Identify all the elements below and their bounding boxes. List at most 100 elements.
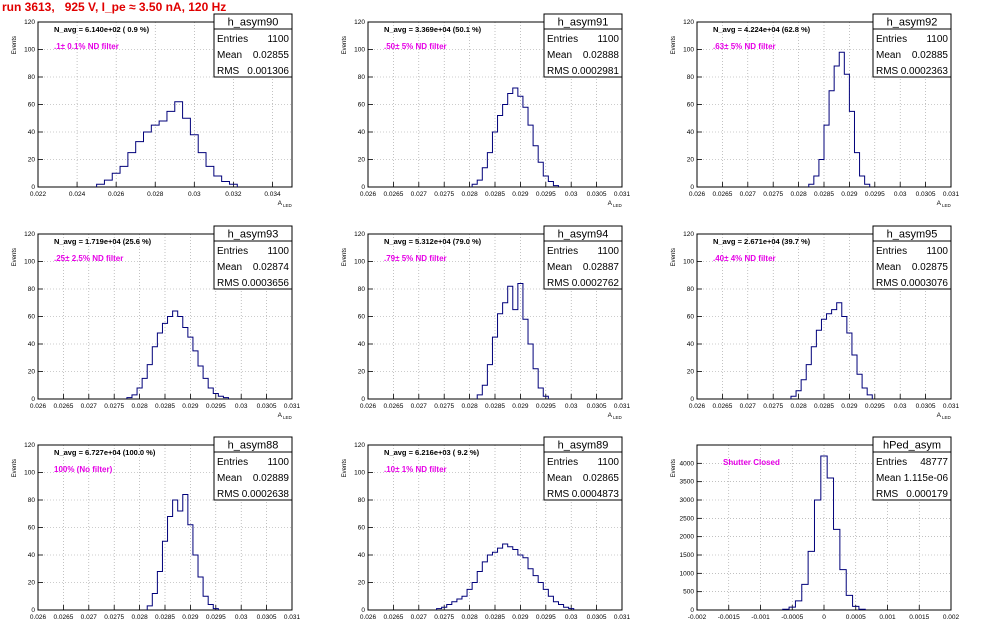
x-tick-label: 0.031	[943, 403, 960, 410]
x-tick-label: 0.028	[790, 403, 807, 410]
histogram-bin	[167, 111, 175, 187]
histogram-name: h_asym92	[887, 17, 938, 29]
y-tick-label: 40	[358, 341, 366, 348]
y-tick-label: 120	[24, 19, 35, 26]
x-tick-label: 0.0305	[916, 191, 936, 198]
y-tick-label: 60	[28, 314, 36, 321]
x-tick-label: 0.027	[740, 191, 757, 198]
histogram-bin	[136, 142, 144, 187]
y-tick-label: 20	[28, 157, 36, 164]
x-tick-label: 0.03	[565, 403, 578, 410]
histogram-bin	[523, 319, 528, 399]
histogram-bin	[829, 91, 834, 187]
histogram-bin	[183, 118, 191, 187]
x-tick-label: 0.0305	[916, 403, 936, 410]
histogram-bin	[808, 551, 814, 610]
x-tick-label: 0.031	[284, 403, 301, 410]
x-tick-label: 0.024	[69, 191, 86, 198]
x-tick-label: 0.031	[284, 614, 301, 621]
y-tick-label: 100	[24, 259, 35, 266]
histogram-bin	[477, 180, 482, 187]
histogram-bin	[801, 380, 806, 399]
y-tick-label: 40	[687, 129, 695, 136]
n-avg-label: N_avg = 2.671e+04 (39.7 %)	[713, 237, 811, 246]
x-tick-label: 0.0305	[257, 614, 277, 621]
x-axis-label: A	[278, 200, 283, 207]
stats-box	[213, 28, 293, 78]
x-tick-label: 0.026	[360, 191, 377, 198]
histogram-bin	[188, 337, 193, 399]
stats-box	[872, 451, 952, 501]
y-tick-label: 1500	[680, 552, 695, 559]
x-tick-label: 0.028	[131, 614, 148, 621]
histogram-bin	[487, 153, 492, 187]
y-tick-label: 2000	[680, 534, 695, 541]
stats-box	[213, 451, 293, 501]
stats-value: 1100	[597, 457, 619, 468]
filter-label: .50± 5% ND filter	[384, 42, 447, 51]
x-tick-label: 0	[822, 614, 826, 621]
x-tick-label: 0.029	[512, 614, 529, 621]
histogram-bin	[183, 495, 188, 611]
y-tick-label: 100	[354, 259, 365, 266]
histogram-bin	[844, 74, 849, 187]
y-axis-label: Events	[342, 248, 348, 266]
stats-label: RMS	[547, 489, 570, 500]
y-tick-label: 0	[31, 396, 35, 403]
stats-label: RMS	[547, 278, 570, 289]
x-tick-label: -0.0015	[718, 614, 740, 621]
histogram-outline	[96, 101, 238, 187]
histogram-bin	[538, 583, 543, 611]
stats-value: 0.0002762	[572, 278, 620, 289]
stats-label: Entries	[547, 246, 578, 257]
n-avg-label: N_avg = 1.719e+04 (25.6 %)	[54, 237, 152, 246]
y-axis-label: Events	[671, 459, 677, 477]
x-tick-label: 0.031	[614, 614, 631, 621]
stats-label: RMS	[876, 489, 899, 500]
stats-value: 1100	[267, 246, 289, 257]
histogram-bin	[498, 116, 503, 188]
histogram-bin	[839, 52, 844, 187]
histogram-bin	[208, 388, 213, 399]
y-tick-label: 100	[683, 47, 694, 54]
stats-label: Entries	[547, 457, 578, 468]
histogram-bin	[457, 599, 462, 610]
histogram-bin	[559, 605, 564, 611]
histogram-bin	[151, 125, 159, 187]
histogram-bin	[553, 602, 558, 610]
x-tick-label: 0.03	[235, 614, 248, 621]
histogram-bin	[854, 153, 859, 187]
stats-label: RMS	[217, 66, 240, 77]
y-tick-label: 20	[358, 369, 366, 376]
y-tick-label: 40	[28, 341, 36, 348]
x-tick-label: 0.0265	[383, 403, 403, 410]
histogram-bin	[852, 355, 857, 399]
y-tick-label: 20	[28, 580, 36, 587]
x-tick-label: 0.0285	[485, 191, 505, 198]
histogram-bin	[837, 303, 842, 399]
y-tick-label: 120	[354, 442, 365, 449]
histogram-bin	[824, 125, 829, 187]
y-tick-label: 60	[358, 314, 366, 321]
stats-label: Mean	[547, 262, 572, 273]
histogram-panel-h_asym90: 0.022 0.024 0.026 0.028 0.03 0.032 0.034 0 20 40 6…	[12, 13, 293, 208]
x-tick-label: 0.032	[225, 191, 242, 198]
x-tick-label: 0.03	[894, 403, 907, 410]
y-tick-label: 3500	[680, 479, 695, 486]
x-axis-label-sub: LED	[942, 203, 952, 208]
histogram-bin	[832, 310, 837, 399]
stats-label: Entries	[876, 246, 907, 257]
stats-value: 1.115e-06	[904, 473, 949, 484]
y-tick-label: 20	[687, 157, 695, 164]
stats-box	[543, 28, 623, 78]
x-tick-label: 0.027	[411, 614, 428, 621]
stats-label: RMS	[217, 489, 240, 500]
histogram-bin	[214, 176, 222, 187]
stats-box	[213, 240, 293, 290]
x-tick-label: 0.0305	[257, 403, 277, 410]
x-tick-label: 0.028	[790, 191, 807, 198]
y-tick-label: 80	[358, 74, 366, 81]
stats-label: Mean	[876, 473, 901, 484]
stats-value: 1100	[267, 457, 289, 468]
y-tick-label: 80	[687, 74, 695, 81]
